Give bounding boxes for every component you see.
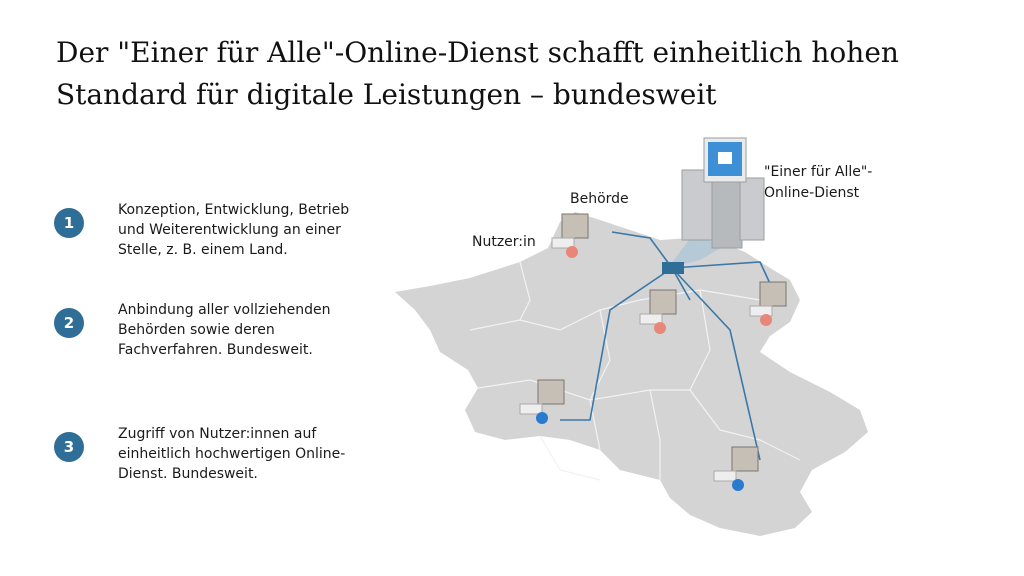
- number-badge: 3: [54, 432, 84, 462]
- point-1: 1 Konzeption, Entwicklung, Betrieb und W…: [54, 200, 378, 260]
- authority-building-icon: [537, 213, 787, 472]
- number-badge: 2: [54, 308, 84, 338]
- point-text: Anbindung aller vollziehenden Behörden s…: [118, 302, 331, 358]
- point-2: 2 Anbindung aller vollziehenden Behörden…: [54, 300, 378, 360]
- point-text: Konzeption, Entwicklung, Betrieb und Wei…: [118, 202, 350, 258]
- label-service-line1: "Einer für Alle"-: [764, 164, 873, 180]
- page-title: Der "Einer für Alle"-Online-Dienst schaf…: [56, 36, 899, 111]
- number-badge: 1: [54, 208, 84, 238]
- user-at-desk-icon: [519, 237, 773, 491]
- label-service-line2: Online-Dienst: [764, 185, 860, 201]
- label-user: Nutzer:in: [472, 234, 536, 250]
- hub-node: [662, 262, 684, 274]
- point-text: Zugriff von Nutzer:innen auf einheitlich…: [118, 426, 346, 482]
- label-authority: Behörde: [570, 191, 629, 207]
- germany-map: [395, 212, 868, 536]
- point-3: 3 Zugriff von Nutzer:innen auf einheitli…: [54, 424, 378, 484]
- server-rack-icon: [681, 137, 765, 249]
